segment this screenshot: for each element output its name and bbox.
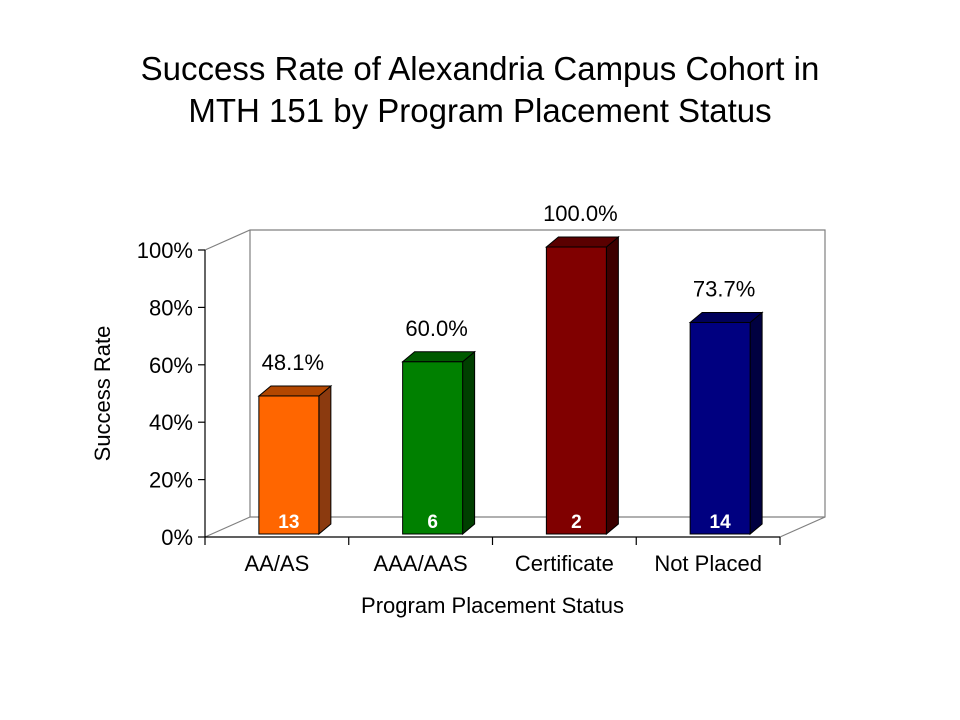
y-tick-label-5: 100%	[137, 238, 193, 263]
bar-count-label-3: 14	[710, 512, 732, 533]
y-tick-label-1: 20%	[149, 468, 193, 493]
bar-count-label-2: 2	[571, 512, 582, 533]
bar-1	[401, 350, 477, 536]
chart-title-line-1: Success Rate of Alexandria Campus Cohort…	[140, 50, 820, 87]
back-wall-outline	[204, 229, 826, 538]
bar-count-label-1: 6	[427, 512, 438, 533]
chart-title: Success Rate of Alexandria Campus Cohort…	[0, 48, 960, 132]
bar-front-2	[545, 246, 607, 535]
bar-side-1	[462, 350, 476, 536]
y-axis-title: Success Rate	[90, 326, 115, 462]
bar-value-label-3: 73.7%	[693, 276, 755, 301]
y-tick-label-3: 60%	[149, 353, 193, 378]
bar-top-3	[688, 311, 764, 323]
bar-3	[688, 311, 764, 536]
floor-left-edge	[204, 516, 251, 538]
x-category-label-1: AAA/AAS	[374, 551, 468, 576]
bar-side-0	[318, 384, 332, 536]
y-tick-label-0: 0%	[161, 525, 193, 550]
bar-front-3	[689, 321, 751, 535]
bar-side-3	[749, 311, 763, 536]
axes	[198, 249, 781, 545]
bar-value-label-0: 48.1%	[262, 350, 324, 375]
bar-2	[544, 235, 620, 536]
y-tick-label-2: 40%	[149, 410, 193, 435]
bar-front-0	[258, 395, 320, 535]
bar-side-2	[605, 235, 619, 536]
x-category-label-3: Not Placed	[654, 551, 762, 576]
bar-value-label-1: 60.0%	[405, 316, 467, 341]
x-axis-title: Program Placement Status	[361, 593, 624, 618]
bar-top-1	[401, 351, 477, 363]
x-category-label-2: Certificate	[515, 551, 614, 576]
bar-value-label-2: 100.0%	[543, 201, 618, 226]
bar-0	[257, 384, 333, 536]
bars	[257, 235, 764, 536]
chart-title-line-2: MTH 151 by Program Placement Status	[188, 92, 772, 129]
x-category-label-0: AA/AS	[244, 551, 309, 576]
bar-top-2	[544, 236, 620, 248]
y-tick-label-4: 80%	[149, 295, 193, 320]
bar-count-label-0: 13	[278, 512, 299, 533]
labels: 13 48.1% 6 60.0% 2 100.0% 14 73.7% 0% 20% 40% 60% 80…	[90, 201, 762, 618]
bar-top-0	[257, 385, 333, 397]
bar-front-1	[402, 361, 464, 535]
